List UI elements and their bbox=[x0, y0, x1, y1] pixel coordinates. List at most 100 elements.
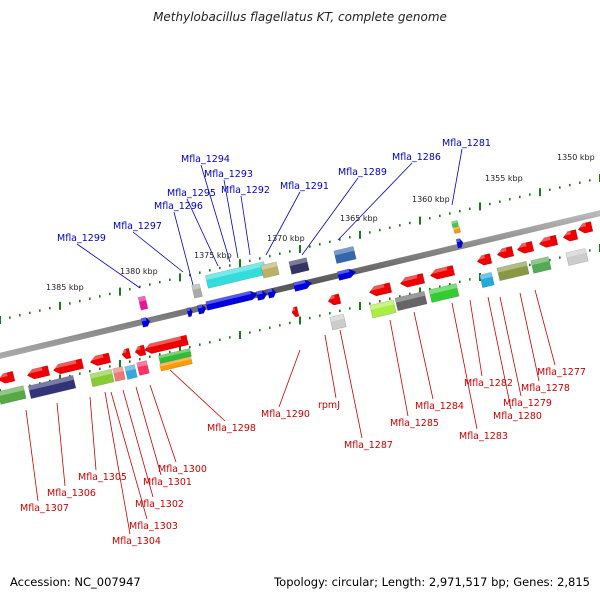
gene-label-top: Mfla_1281 bbox=[442, 138, 491, 149]
gene-arrow bbox=[476, 253, 493, 266]
gene-arrow bbox=[255, 290, 268, 301]
minor-tick bbox=[389, 226, 391, 229]
callout-line bbox=[324, 334, 337, 399]
gene-features bbox=[0, 220, 594, 405]
callout-line bbox=[499, 296, 522, 397]
callout-line bbox=[301, 177, 359, 256]
gene-label-bottom: Mfla_1298 bbox=[207, 423, 256, 434]
callout-line bbox=[451, 148, 463, 206]
gene-arrow bbox=[530, 256, 552, 274]
major-tick bbox=[299, 245, 301, 253]
callout-lines bbox=[25, 148, 556, 535]
minor-tick bbox=[269, 326, 271, 329]
minor-tick bbox=[559, 256, 561, 259]
gene-label-top: Mfla_1289 bbox=[338, 167, 387, 178]
gene-arrow bbox=[399, 273, 426, 288]
minor-tick bbox=[289, 250, 291, 253]
gene-label-top: Mfla_1291 bbox=[280, 181, 329, 192]
gene-arrow bbox=[0, 370, 16, 384]
gene-arrow bbox=[140, 317, 151, 328]
minor-tick bbox=[379, 299, 381, 303]
major-tick bbox=[179, 345, 181, 354]
gene-label-bottom: Mfla_1287 bbox=[344, 440, 393, 451]
major-tick bbox=[239, 259, 241, 268]
callout-line bbox=[337, 162, 413, 241]
callout-line bbox=[169, 369, 226, 422]
minor-tick bbox=[69, 302, 71, 305]
minor-tick bbox=[429, 217, 431, 220]
minor-tick bbox=[459, 280, 461, 284]
callout-line bbox=[132, 231, 184, 273]
gene-label-bottom: Mfla_1305 bbox=[78, 472, 127, 483]
gene-arrow bbox=[136, 360, 150, 376]
major-tick bbox=[419, 287, 421, 296]
callout-line bbox=[519, 292, 540, 382]
minor-tick bbox=[589, 179, 591, 182]
callout-line bbox=[200, 164, 231, 263]
minor-tick bbox=[89, 370, 91, 373]
major-tick bbox=[539, 188, 541, 197]
callout-line bbox=[173, 211, 194, 286]
callout-line bbox=[104, 391, 131, 535]
major-tick bbox=[179, 273, 181, 282]
gene-arrow bbox=[52, 358, 85, 375]
minor-tick bbox=[279, 324, 281, 327]
gene-label-bottom: Mfla_1306 bbox=[47, 488, 96, 499]
callout-line bbox=[339, 329, 363, 439]
major-tick bbox=[479, 202, 481, 211]
minor-tick bbox=[229, 336, 231, 339]
gene-arrow bbox=[429, 265, 456, 280]
callout-line bbox=[135, 386, 162, 476]
minor-tick bbox=[169, 350, 171, 354]
minor-tick bbox=[449, 212, 451, 215]
minor-tick bbox=[319, 314, 321, 317]
minor-tick bbox=[369, 302, 371, 305]
gene-label-bottom: Mfla_1282 bbox=[464, 378, 513, 389]
gene-label-top: Mfla_1295 bbox=[167, 188, 216, 199]
minor-tick bbox=[549, 188, 551, 192]
gene-arrow bbox=[562, 229, 579, 242]
gene-label-bottom: Mfla_1301 bbox=[143, 477, 192, 488]
minor-tick bbox=[29, 311, 31, 315]
gene-arrow bbox=[479, 271, 495, 289]
scale-labels: 1350 kbp 1355 kbp 1385 kbp 1360 kbp 1365 kbp… bbox=[46, 153, 595, 292]
minor-tick bbox=[529, 263, 531, 267]
minor-tick bbox=[339, 238, 341, 241]
gene-label-bottom: Mfla_1284 bbox=[415, 401, 464, 412]
gene-label-bottom: Mfla_1279 bbox=[503, 398, 552, 409]
callout-line bbox=[534, 289, 556, 366]
gene-label-top: Mfla_1293 bbox=[204, 169, 253, 180]
minor-tick bbox=[259, 328, 261, 332]
minor-tick bbox=[489, 202, 491, 206]
minor-tick bbox=[129, 288, 131, 291]
minor-tick bbox=[429, 287, 431, 291]
gene-label-bottom: Mfla_1283 bbox=[459, 431, 508, 442]
gene-arrow bbox=[186, 307, 193, 318]
minor-tick bbox=[189, 273, 191, 277]
major-tick bbox=[299, 316, 301, 325]
minor-tick bbox=[249, 259, 251, 263]
accession-text: Accession: NC_007947 bbox=[10, 575, 141, 589]
gene-arrow bbox=[516, 240, 535, 254]
callout-line bbox=[149, 384, 177, 463]
gene-arrow bbox=[327, 293, 342, 306]
gene-arrow bbox=[329, 313, 347, 331]
callout-line bbox=[278, 349, 301, 408]
scale-label: 1385 kbp bbox=[46, 283, 84, 292]
minor-tick bbox=[159, 353, 161, 356]
gene-arrow bbox=[333, 246, 357, 264]
minor-tick bbox=[379, 228, 381, 232]
gene-arrow bbox=[455, 238, 464, 249]
minor-tick bbox=[309, 245, 311, 248]
minor-tick bbox=[459, 209, 461, 213]
gene-label-bottom: Mfla_1278 bbox=[521, 383, 570, 394]
minor-tick bbox=[559, 186, 561, 189]
minor-tick bbox=[439, 285, 441, 288]
minor-tick bbox=[469, 207, 471, 210]
gene-arrow bbox=[266, 288, 277, 299]
minor-tick bbox=[439, 214, 441, 218]
gene-arrow bbox=[191, 283, 203, 299]
gene-arrow bbox=[26, 365, 51, 380]
scale-label: 1370 kbp bbox=[267, 234, 305, 243]
